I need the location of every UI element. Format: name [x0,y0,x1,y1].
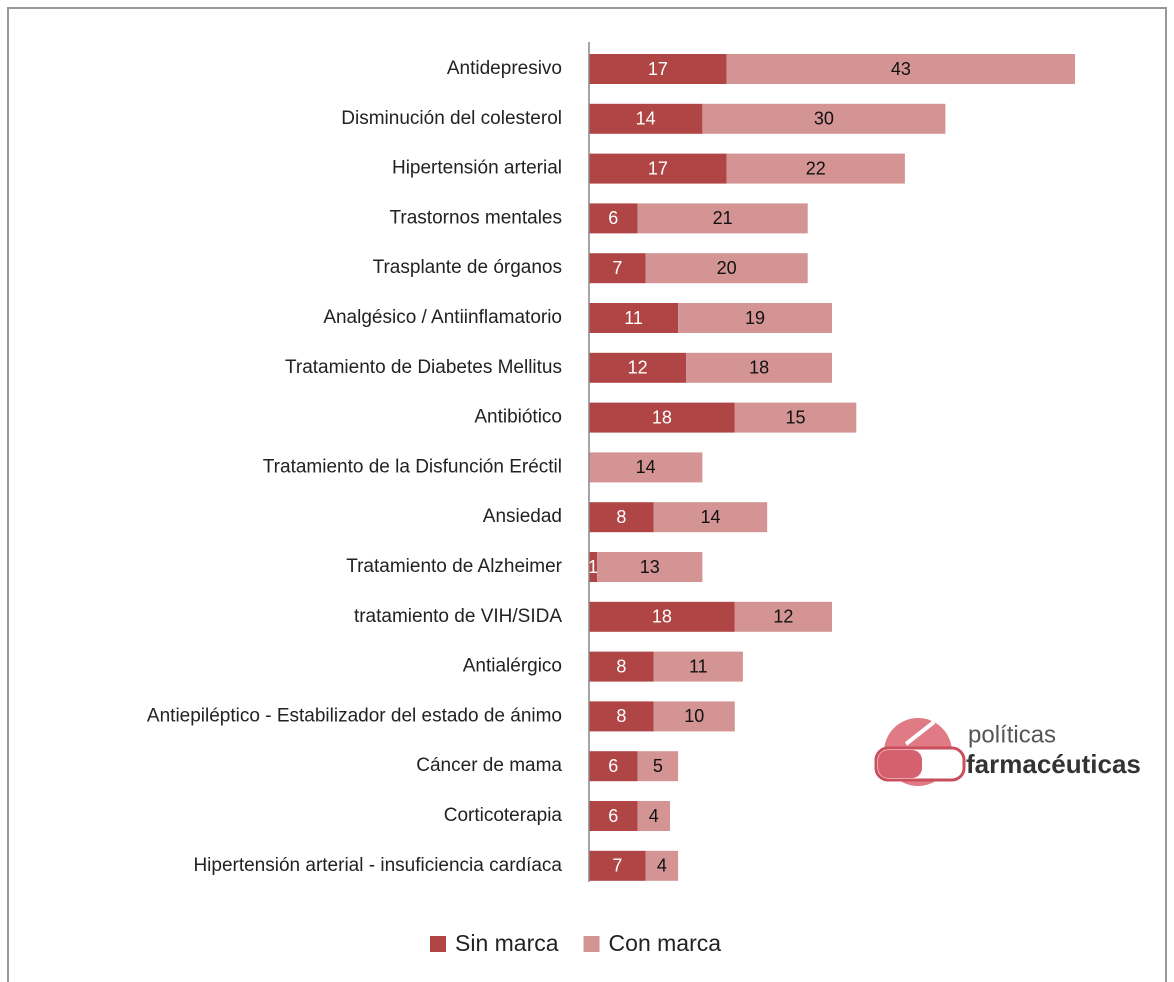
value-label: 14 [700,507,720,527]
bar-segment [645,253,808,284]
value-label: 12 [628,358,648,378]
bar-segment [589,54,727,84]
category-label: Analgésico / Antiinflamatorio [323,307,562,328]
logo-text: políticas [968,721,1056,748]
category-label: Antiepiléptico - Estabilizador del estad… [147,705,562,726]
value-label: 15 [786,407,806,427]
legend-label: Con marca [609,930,722,956]
legend-swatch [583,936,600,952]
bar-segment [589,502,654,533]
value-label: 8 [616,507,626,527]
bar-segment [589,552,598,582]
bar-segment [589,801,638,831]
bar-segment [734,601,832,632]
bar-segment [589,651,654,682]
value-label: 1 [588,557,598,577]
value-label: 13 [640,557,660,577]
value-label: 4 [649,806,659,826]
value-label: 18 [652,407,672,427]
category-label: Hipertensión arterial [392,158,562,179]
value-label: 11 [624,308,643,328]
value-label: 8 [616,706,626,726]
bar-segment [589,253,646,284]
value-label: 18 [652,607,672,627]
bar-segment [589,103,703,134]
category-label: Antibiótico [474,407,562,428]
logo-stroke [904,720,936,746]
category-label: Corticoterapia [444,805,563,826]
value-label: 14 [636,457,656,477]
bar-segment [589,352,687,383]
bar-segment [637,203,808,234]
value-label: 14 [636,109,656,129]
category-label: Antialérgico [463,656,562,677]
bar-segment [653,502,768,533]
value-label: 7 [612,856,622,876]
value-label: 30 [814,109,834,129]
bar-segment [678,303,832,333]
value-label: 6 [608,208,618,228]
category-label: Disminución del colesterol [341,108,562,129]
value-label: 17 [648,59,668,79]
bar-segment [589,203,638,234]
value-label: 4 [657,856,667,876]
category-label: Tratamiento de Alzheimer [346,556,562,577]
category-label: Trastornos mentales [390,207,562,228]
value-label: 43 [891,59,911,79]
bar-segment [589,850,646,881]
logo: políticas farmacéuticas [874,718,1141,786]
value-label: 20 [717,258,737,278]
value-label: 17 [648,158,668,178]
value-label: 6 [608,756,618,776]
category-label: Hipertensión arterial - insuficiencia ca… [193,855,562,876]
bar-segment [637,801,670,831]
category-label: Antidepresivo [447,58,562,79]
bar-segment [597,552,703,582]
value-label: 8 [616,656,626,676]
chart-frame [7,7,1167,982]
value-label: 19 [745,308,765,328]
category-label: tratamiento de VIH/SIDA [354,606,562,627]
bar-segment [589,601,735,632]
legend-label: Sin marca [455,930,559,956]
category-label: Trasplante de órganos [373,257,562,278]
bar-segment [589,402,735,433]
value-label: 6 [608,806,618,826]
value-label: 5 [653,756,663,776]
bar-segment [726,153,905,184]
bar-segment [589,701,654,732]
bar-segment [589,751,638,782]
bar-segment [637,751,679,782]
category-label: Ansiedad [483,506,562,527]
bar-segment [589,153,727,184]
bar-segment [645,850,679,881]
bar-segment [726,54,1075,84]
logo-text: farmacéuticas [966,749,1141,779]
category-label: Cáncer de mama [416,755,562,776]
value-label: 22 [806,158,826,178]
bar-segment [653,651,743,682]
bar-segment [589,452,703,483]
value-label: 10 [684,706,704,726]
bar-segment [686,352,832,383]
value-label: 12 [773,607,793,627]
bar-segment [734,402,857,433]
value-label: 7 [612,258,622,278]
value-label: 11 [689,656,708,676]
legend-swatch [430,936,446,952]
logo-pill-half [878,750,922,778]
category-label: Tratamiento de Diabetes Mellitus [285,357,562,378]
bar-segment [653,701,735,732]
bar-segment [702,103,946,134]
value-label: 21 [713,208,733,228]
value-label: 18 [749,358,769,378]
bar-segment [589,303,679,333]
category-label: Tratamiento de la Disfunción Eréctil [263,456,562,477]
